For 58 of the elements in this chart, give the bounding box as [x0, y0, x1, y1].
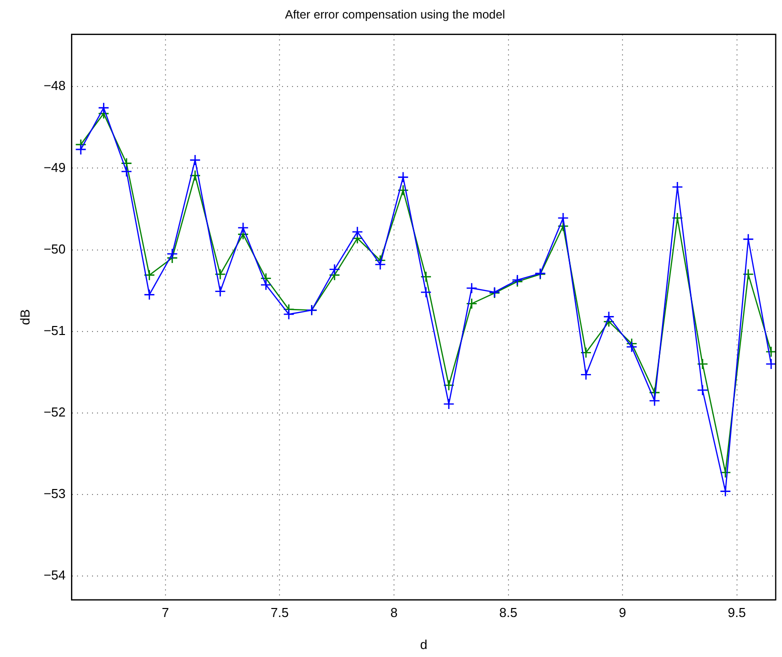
y-tick-label: −50	[44, 241, 66, 256]
x-tick-label: 7.5	[270, 605, 289, 620]
point	[397, 172, 409, 183]
point	[237, 222, 249, 234]
point	[120, 166, 132, 178]
point	[742, 268, 754, 280]
point	[144, 269, 156, 281]
point	[443, 380, 454, 391]
x-tick-label: 8.5	[499, 605, 518, 620]
point	[352, 226, 364, 238]
point	[214, 268, 226, 280]
point	[557, 220, 569, 232]
chart-title: After error compensation using the model	[284, 8, 506, 22]
point	[720, 486, 732, 497]
point	[466, 298, 478, 310]
point	[98, 102, 110, 114]
point	[189, 154, 201, 166]
point	[580, 346, 592, 358]
point	[696, 384, 708, 396]
point	[214, 286, 226, 298]
y-tick-label: −49	[44, 160, 66, 175]
point	[557, 212, 569, 224]
point	[443, 398, 454, 410]
y-axis-title: dB	[17, 309, 32, 326]
point	[166, 248, 178, 260]
point	[260, 279, 272, 291]
y-tick-label: −51	[44, 322, 66, 338]
y-tick-label: −54	[44, 568, 66, 583]
point	[120, 158, 132, 169]
point	[696, 358, 708, 370]
y-tick-label: −52	[44, 404, 66, 420]
point	[420, 271, 432, 282]
x-tick-label: 7	[162, 605, 169, 620]
point	[189, 170, 201, 182]
point	[397, 184, 409, 196]
point	[742, 234, 754, 245]
point	[765, 346, 776, 358]
point	[75, 144, 86, 156]
point	[580, 368, 592, 380]
point	[765, 358, 776, 370]
point	[420, 286, 432, 298]
point	[648, 395, 660, 406]
point	[720, 466, 732, 478]
x-tick-label: 9	[618, 605, 626, 620]
point	[672, 212, 684, 224]
y-tick-label: −53	[44, 486, 66, 502]
x-tick-label: 9.5	[728, 605, 746, 620]
point	[648, 386, 660, 398]
point	[603, 311, 614, 322]
point	[283, 308, 294, 320]
point	[626, 341, 638, 353]
point	[144, 289, 156, 300]
x-tick-label: 8	[390, 605, 398, 620]
y-tick-label: −48	[44, 78, 66, 94]
x-axis-title: d	[420, 636, 428, 652]
point	[466, 282, 478, 294]
point	[374, 258, 386, 270]
point	[328, 264, 340, 276]
